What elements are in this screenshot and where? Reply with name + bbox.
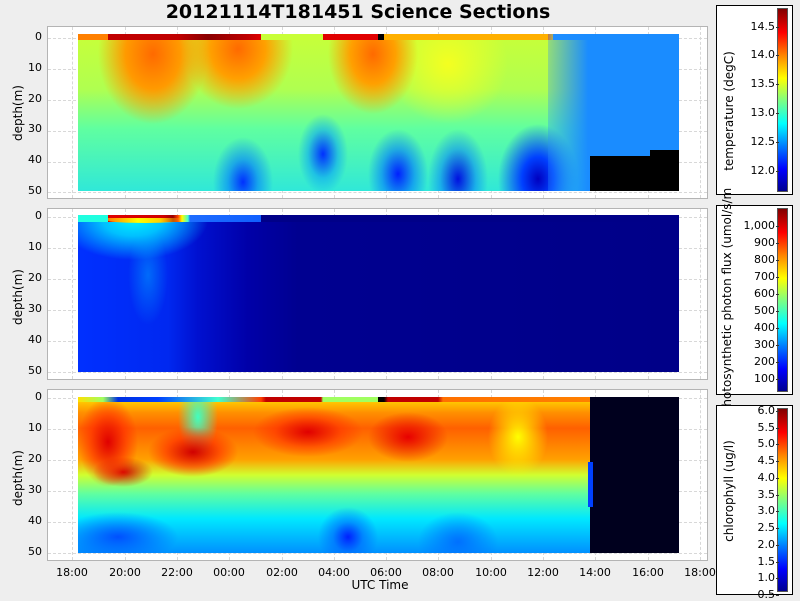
photon-flux-plot: [47, 208, 708, 380]
y-axis-label: depth(m): [11, 269, 25, 325]
chlorophyll-plot: [47, 389, 708, 561]
photon-flux-colorbar-label: photosynthetic photon flux (umol/s/m: [720, 187, 734, 415]
chlorophyll-colorbar-label: chlorophyll (ug/l): [722, 440, 736, 542]
temperature-colorbar-label: temperature (degC): [722, 51, 736, 171]
temperature-colorbar: 14.5 14.0 13.5 13.0 12.5 12.0 temperatur…: [716, 5, 793, 195]
y-axis-label: depth(m): [11, 450, 25, 506]
x-axis-label: UTC Time: [351, 578, 409, 592]
temperature-heatmap: [78, 34, 679, 191]
temperature-plot: [47, 26, 708, 199]
chlorophyll-colorbar: 6.0 5.5 5.0 4.5 4.0 3.5 3.0 2.5 2.0 1.5 …: [716, 405, 793, 601]
chlorophyll-heatmap: [78, 397, 679, 553]
chart-title: 20121114T181451 Science Sections: [165, 1, 551, 23]
photon-flux-heatmap: [78, 215, 679, 372]
photon-flux-colorbar: 1,000 900 800 700 600 500 400 300 200 10…: [716, 188, 793, 414]
y-axis-label: depth(m): [11, 85, 25, 141]
